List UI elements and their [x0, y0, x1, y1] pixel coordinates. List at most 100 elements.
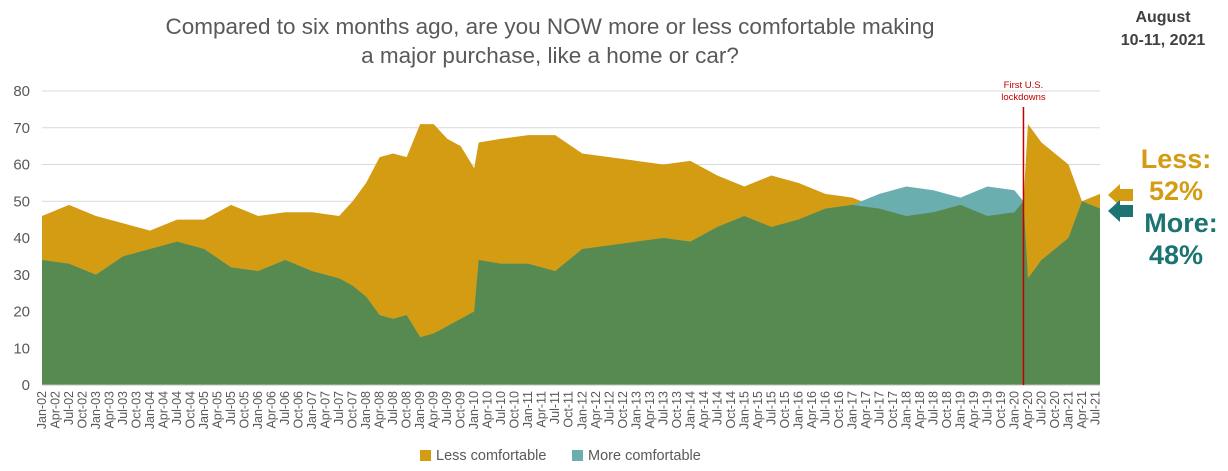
x-tick-label: Apr-13: [643, 391, 657, 429]
x-tick-label: Oct-16: [832, 391, 846, 429]
x-tick-label: Oct-17: [886, 391, 900, 429]
x-tick-label: Apr-05: [211, 391, 225, 429]
more-callout-label: More:: [1144, 208, 1218, 238]
y-tick-label: 60: [13, 157, 30, 174]
x-tick-label: Jan-20: [1007, 391, 1021, 429]
date-line-2: 10-11, 2021: [1120, 32, 1206, 49]
more-callout-value: 48%: [1148, 240, 1204, 270]
y-tick-label: 20: [13, 304, 30, 321]
x-tick-label: Oct-04: [184, 391, 198, 429]
y-tick-label: 50: [13, 193, 30, 210]
x-tick-label: Jan-04: [143, 391, 157, 429]
x-tick-label: Oct-15: [778, 391, 792, 429]
x-tick-label: Oct-13: [670, 391, 684, 429]
y-tick-label: 80: [13, 83, 30, 100]
x-tick-label: Oct-02: [76, 391, 90, 429]
x-tick-label: Oct-18: [940, 391, 954, 429]
x-tick-label: Oct-19: [994, 391, 1008, 429]
x-tick-label: Apr-03: [103, 391, 117, 429]
x-tick-label: Jan-07: [305, 391, 319, 429]
x-tick-label: Jul-19: [980, 391, 994, 425]
x-tick-label: Oct-20: [1048, 391, 1062, 429]
base-area: [42, 201, 1100, 385]
x-tick-label: Jan-16: [791, 391, 805, 429]
x-tick-label: Oct-07: [346, 391, 360, 429]
x-tick-label: Jan-17: [845, 391, 859, 429]
x-tick-label: Jul-08: [386, 391, 400, 425]
x-tick-label: Jul-12: [602, 391, 616, 425]
x-tick-label: Oct-06: [292, 391, 306, 429]
x-tick-label: Apr-08: [373, 391, 387, 429]
x-tick-label: Jul-06: [278, 391, 292, 425]
chart-title: Compared to six months ago, are you NOW …: [130, 12, 970, 70]
y-tick-label: 0: [22, 377, 30, 394]
x-tick-label: Jul-18: [926, 391, 940, 425]
x-tick-label: Jul-20: [1034, 391, 1048, 425]
x-tick-label: Jan-13: [629, 391, 643, 429]
x-tick-label: Jul-16: [818, 391, 832, 425]
lockdown-label-line-2: lockdowns: [1001, 92, 1046, 103]
x-tick-label: Jul-15: [764, 391, 778, 425]
less-arrow: [1108, 184, 1133, 206]
x-tick-label: Jul-11: [548, 391, 562, 424]
x-tick-label: Oct-11: [562, 391, 576, 428]
x-tick-label: Oct-14: [724, 391, 738, 429]
x-tick-label: Jan-19: [953, 391, 967, 429]
date-label: August 10-11, 2021: [1098, 6, 1228, 52]
x-tick-label: Oct-03: [130, 391, 144, 429]
x-tick-label: Apr-18: [913, 391, 927, 429]
x-tick-label: Oct-09: [454, 391, 468, 429]
x-tick-label: Jan-14: [683, 391, 697, 429]
x-tick-label: Apr-11: [535, 391, 549, 428]
x-tick-label: Jul-21: [1088, 391, 1102, 425]
title-line-2: a major purchase, like a home or car?: [361, 43, 739, 68]
x-tick-label: Oct-08: [400, 391, 414, 429]
x-tick-label: Apr-07: [319, 391, 333, 429]
x-tick-label: Jul-05: [224, 391, 238, 425]
x-tick-label: Apr-21: [1075, 391, 1089, 429]
legend-swatch-more: [572, 450, 583, 461]
x-tick-label: Jan-05: [197, 391, 211, 429]
x-tick-label: Jul-04: [170, 391, 184, 425]
x-tick-label: Apr-09: [427, 391, 441, 429]
x-tick-label: Apr-02: [49, 391, 63, 429]
x-tick-label: Jul-14: [710, 391, 724, 425]
y-tick-label: 70: [13, 120, 30, 137]
x-tick-label: Jan-10: [467, 391, 481, 429]
x-tick-label: Jul-13: [656, 391, 670, 425]
y-tick-label: 40: [13, 230, 30, 247]
x-tick-label: Jul-17: [872, 391, 886, 425]
legend-swatch-less: [420, 450, 431, 461]
x-tick-label: Jan-09: [413, 391, 427, 429]
x-tick-label: Apr-16: [805, 391, 819, 429]
x-tick-label: Apr-12: [589, 391, 603, 429]
x-tick-label: Jan-21: [1061, 391, 1075, 429]
y-tick-label: 30: [13, 267, 30, 284]
x-tick-label: Jul-03: [116, 391, 130, 425]
x-tick-label: Jan-15: [737, 391, 751, 429]
x-tick-label: Apr-04: [157, 391, 171, 429]
legend-label-more: More comfortable: [588, 448, 701, 464]
x-tick-label: Apr-17: [859, 391, 873, 429]
x-tick-label: Jul-07: [332, 391, 346, 425]
more-arrow: [1108, 200, 1133, 222]
x-tick-label: Jan-03: [89, 391, 103, 429]
x-tick-label: Jan-08: [359, 391, 373, 429]
x-tick-label: Jul-09: [440, 391, 454, 425]
x-tick-label: Apr-20: [1021, 391, 1035, 429]
x-tick-label: Jan-06: [251, 391, 265, 429]
x-tick-label: Jan-02: [35, 391, 49, 429]
x-tick-label: Jan-11: [521, 391, 535, 428]
less-callout-label: Less:: [1140, 144, 1212, 174]
title-line-1: Compared to six months ago, are you NOW …: [165, 14, 935, 39]
x-tick-label: Jul-10: [494, 391, 508, 425]
less-callout-value: 52%: [1148, 176, 1204, 206]
x-tick-label: Oct-12: [616, 391, 630, 429]
date-line-1: August: [1135, 9, 1191, 26]
legend-label-less: Less comfortable: [436, 448, 546, 464]
x-tick-label: Jan-18: [899, 391, 913, 429]
x-tick-label: Apr-15: [751, 391, 765, 429]
y-tick-label: 10: [13, 340, 30, 357]
lockdown-label-line-1: First U.S.: [1004, 80, 1044, 91]
